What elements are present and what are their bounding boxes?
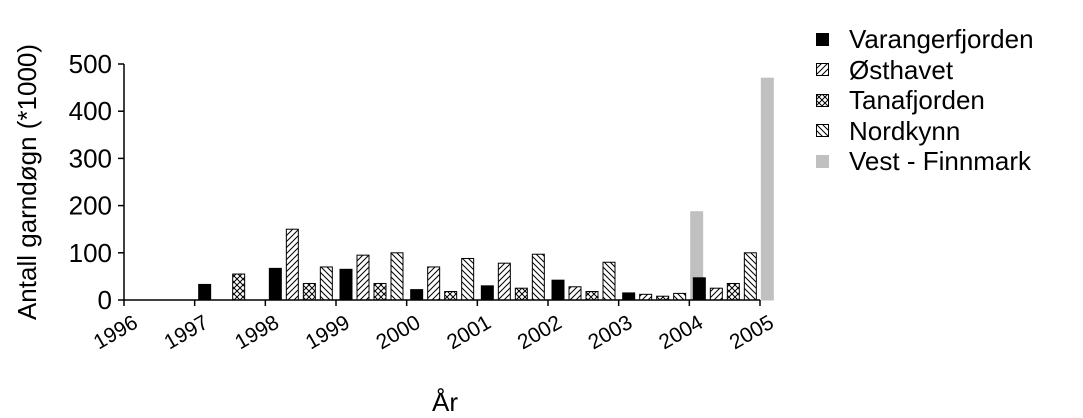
bar-solid-black-2004: [692, 277, 706, 301]
x-tick-label: 1996: [90, 311, 142, 354]
x-tick-label: 2002: [514, 311, 566, 354]
legend-swatch-backward-diagonal: [816, 124, 829, 138]
y-tick-label: 300: [69, 143, 112, 173]
axes-layer: 0 100 200 300 400 500 1996 1997 1998 1999 2000 2001…: [69, 49, 778, 354]
y-tick-label: 400: [69, 96, 112, 126]
bar-backward-diagonal-1999: [390, 252, 404, 301]
legend-swatch-solid-black: [816, 32, 829, 46]
x-tick-label: 1998: [231, 311, 283, 354]
x-axis-label: År: [432, 387, 458, 417]
bar-cross-hatch-2000: [444, 291, 458, 301]
bar-backward-diagonal-2004: [743, 252, 757, 301]
x-tick-label: 2005: [726, 311, 778, 354]
bar-solid-black-2000: [410, 289, 424, 301]
x-tick-label: 1997: [160, 311, 212, 354]
y-tick-label: 500: [69, 49, 112, 79]
bar-backward-diagonal-2002: [602, 261, 616, 301]
bar-cross-hatch-2004: [726, 282, 740, 301]
y-axis-label: Antall garndøgn (*1000): [12, 44, 42, 320]
y-tick-label: 100: [69, 238, 112, 268]
legend-swatch-cross-hatch: [816, 93, 829, 107]
bar-cross-hatch-1999: [373, 282, 387, 301]
legend-label: Nordkynn: [849, 115, 961, 146]
x-tick-label: 2001: [443, 311, 495, 354]
bar-solid-black-1998: [268, 267, 282, 301]
legend-label: Varangerfjorden: [849, 24, 1034, 55]
legend-swatch-solid-gray: [816, 154, 829, 168]
bar-forward-diagonal-2003: [639, 293, 653, 301]
bar-cross-hatch-2002: [585, 291, 599, 301]
bar-solid-black-1999: [339, 268, 353, 301]
bar-backward-diagonal-1998: [319, 266, 333, 301]
legend-item-osthavet: Østhavet: [812, 55, 1034, 86]
legend-label: Vest - Finnmark: [849, 146, 1032, 177]
bar-forward-diagonal-2002: [568, 286, 582, 301]
y-tick-label: 200: [69, 191, 112, 221]
legend-swatch-forward-diagonal: [816, 63, 829, 77]
bars-layer: [198, 77, 774, 301]
bar-forward-diagonal-2001: [497, 262, 511, 301]
bar-backward-diagonal-2001: [531, 253, 545, 301]
legend-item-tanafjorden: Tanafjorden: [812, 85, 1034, 116]
bar-solid-gray-2004: [760, 77, 774, 301]
bar-solid-black-2002: [551, 279, 565, 301]
bar-forward-diagonal-2004: [709, 287, 723, 301]
bar-backward-diagonal-2003: [673, 292, 687, 301]
bar-backward-diagonal-2000: [461, 257, 475, 301]
x-tick-label: 2000: [372, 311, 424, 354]
bar-forward-diagonal-1999: [356, 254, 370, 301]
legend-item-varangerfjorden: Varangerfjorden: [812, 24, 1034, 55]
legend-label: Tanafjorden: [849, 85, 985, 116]
bar-solid-black-2001: [480, 285, 494, 301]
legend-item-nordkynn: Nordkynn: [812, 116, 1034, 147]
y-tick-label: 0: [98, 285, 112, 315]
legend: Varangerfjorden Østhavet Tanafjorden Nor…: [812, 24, 1034, 177]
legend-item-vest-finnmark: Vest - Finnmark: [812, 146, 1034, 177]
bar-cross-hatch-1997: [232, 273, 246, 301]
bar-forward-diagonal-2000: [427, 266, 441, 301]
bar-cross-hatch-1998: [302, 282, 316, 301]
x-tick-label: 1999: [302, 311, 354, 354]
bar-solid-black-1997: [198, 283, 212, 301]
bar-cross-hatch-2001: [514, 287, 528, 301]
legend-label: Østhavet: [849, 54, 954, 85]
bar-forward-diagonal-1998: [285, 228, 299, 301]
x-tick-label: 2004: [655, 311, 707, 354]
x-tick-label: 2003: [584, 311, 636, 354]
bar-solid-black-2003: [622, 292, 636, 301]
